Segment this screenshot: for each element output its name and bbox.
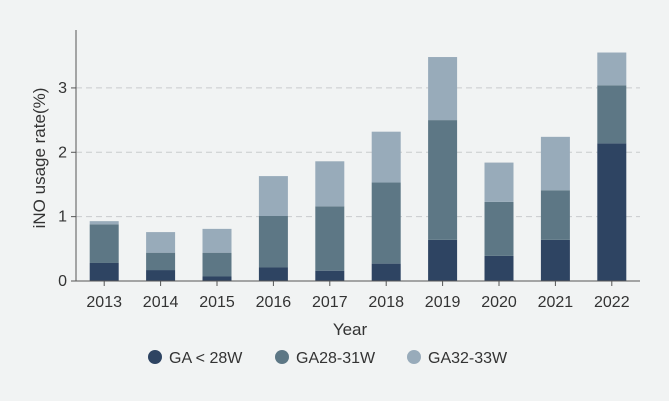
bar-2014-series-0 <box>146 270 176 281</box>
bar-2015-series-1 <box>202 252 232 277</box>
bars <box>89 52 627 281</box>
bar-2014-series-1 <box>146 252 176 271</box>
bar-2022-series-0 <box>597 143 627 281</box>
legend-label-0: GA < 28W <box>169 350 243 367</box>
bar-2017-series-0 <box>315 270 345 281</box>
x-tick-label-2018: 2018 <box>368 294 404 311</box>
bar-2016-series-2 <box>258 176 288 216</box>
bar-2015-series-0 <box>202 276 232 281</box>
legend-label-2: GA32-33W <box>428 350 508 367</box>
legend-label-1: GA28-31W <box>296 350 376 367</box>
bar-2013-series-2 <box>89 221 119 225</box>
legend-marker-1 <box>275 350 289 364</box>
x-tick-label-2013: 2013 <box>86 294 122 311</box>
axes: 0 1 2 3 2013 2014 2015 2016 2017 2018 2019 2020 2021… <box>58 30 640 311</box>
bar-2017-series-2 <box>315 161 345 207</box>
bar-2019-series-2 <box>428 57 458 121</box>
y-tick-label-0: 0 <box>58 273 67 290</box>
bar-2019-series-0 <box>428 239 458 281</box>
y-axis-title: iNO usage rate(%) <box>30 88 49 229</box>
bar-2013-series-0 <box>89 262 119 281</box>
x-tick-label-2015: 2015 <box>199 294 235 311</box>
bar-2019-series-1 <box>428 120 458 240</box>
bar-2014-series-2 <box>146 232 176 253</box>
x-tick-label-2019: 2019 <box>425 294 461 311</box>
bar-2018-series-1 <box>371 182 401 264</box>
bar-2018-series-2 <box>371 131 401 183</box>
bar-2022-series-1 <box>597 85 627 144</box>
bar-2016-series-0 <box>258 267 288 281</box>
bar-2021-series-0 <box>540 239 570 281</box>
y-tick-label-3: 3 <box>58 80 67 97</box>
bar-2021-series-2 <box>540 136 570 191</box>
x-tick-label-2017: 2017 <box>312 294 348 311</box>
y-tick-label-1: 1 <box>58 209 67 226</box>
x-tick-label-2020: 2020 <box>481 294 517 311</box>
legend-marker-0 <box>148 350 162 364</box>
bar-2017-series-1 <box>315 206 345 271</box>
bar-2020-series-0 <box>484 255 514 281</box>
bar-2013-series-1 <box>89 224 119 263</box>
x-tick-label-2022: 2022 <box>594 294 630 311</box>
x-tick-label-2016: 2016 <box>256 294 292 311</box>
x-axis-title: Year <box>333 320 368 339</box>
x-tick-label-2021: 2021 <box>538 294 574 311</box>
x-tick-label-2014: 2014 <box>143 294 179 311</box>
bar-2018-series-0 <box>371 263 401 281</box>
bar-2015-series-2 <box>202 228 232 253</box>
bar-2016-series-1 <box>258 215 288 268</box>
bar-2020-series-1 <box>484 201 514 256</box>
legend-marker-2 <box>407 350 421 364</box>
bar-2021-series-1 <box>540 190 570 240</box>
legend: GA < 28W GA28-31W GA32-33W <box>148 350 508 367</box>
bar-2022-series-2 <box>597 52 627 86</box>
y-tick-label-2: 2 <box>58 144 67 161</box>
bar-2020-series-2 <box>484 162 514 202</box>
